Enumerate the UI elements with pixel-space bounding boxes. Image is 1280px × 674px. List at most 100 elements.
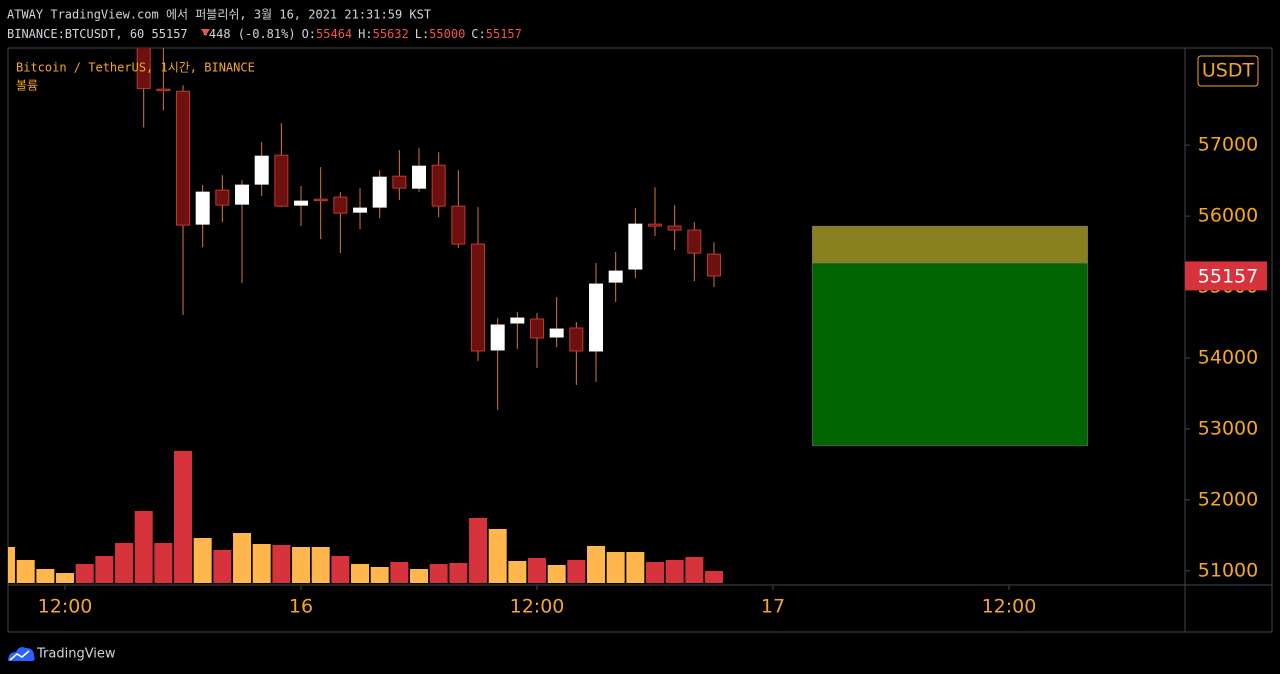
candle-body	[510, 317, 525, 324]
logo	[8, 647, 35, 661]
candle-body	[589, 283, 604, 352]
candle-body	[294, 200, 309, 206]
volume-bar	[331, 556, 350, 583]
last-price-box	[1185, 261, 1267, 291]
brand: TradingView	[36, 647, 116, 662]
candle-body	[215, 189, 230, 206]
y-tick-label: 51000	[1198, 559, 1258, 581]
legend: Bitcoin / TetherUS, 1시간, BINANCE	[16, 61, 255, 75]
candle-body	[412, 165, 427, 189]
last-price-label: 55157	[1198, 265, 1258, 287]
y-tick-label: 52000	[1198, 488, 1258, 510]
y-tick-label: 54000	[1198, 346, 1258, 368]
volume-bar	[587, 546, 606, 583]
volume-bar	[8, 547, 16, 583]
border	[7, 47, 1273, 633]
change: -448 (-0.81%)	[202, 27, 296, 41]
last-price: 55157	[152, 27, 188, 41]
y-tick-label: 57000	[1198, 134, 1258, 156]
volume-bar	[115, 543, 134, 583]
candle-body	[235, 184, 250, 205]
ohlc-label: H:	[358, 27, 372, 41]
ohlc-label: L:	[415, 27, 429, 41]
y-tick-label: 56000	[1198, 205, 1258, 227]
candle-body	[451, 205, 466, 245]
candle-body	[195, 191, 210, 225]
volume-bar	[174, 451, 193, 583]
candle-body	[136, 48, 151, 89]
target-zone	[812, 225, 1088, 264]
candle-body	[392, 175, 407, 189]
candle-body	[628, 223, 643, 270]
volume-bar	[685, 557, 704, 583]
candle-body	[707, 253, 722, 277]
volume-bar	[705, 571, 724, 583]
candle-body	[549, 328, 564, 338]
ohlc-value: 55632	[373, 27, 409, 41]
ohlc-label: O:	[302, 27, 316, 41]
symbol: BINANCE:BTCUSDT, 60	[7, 27, 144, 41]
volume-bar	[134, 511, 153, 583]
volume-bar	[154, 543, 173, 583]
candle-body	[608, 270, 623, 283]
volume-bar	[449, 563, 468, 583]
candle-body	[530, 318, 545, 339]
currency-box	[1197, 55, 1259, 87]
published-line: ATWAY TradingView.com 에서 퍼블리쉬, 3월 16, 20…	[7, 8, 431, 22]
volume-bar	[410, 569, 429, 583]
volume-bar	[488, 529, 507, 583]
candle-body	[353, 207, 368, 213]
volume-bar	[213, 550, 232, 583]
candle-body	[274, 154, 289, 207]
candle-body	[490, 324, 505, 351]
volume-bar	[508, 561, 527, 583]
ohlc-value: 55157	[486, 27, 522, 41]
volume-bar	[272, 545, 291, 583]
candle-body	[471, 243, 486, 352]
volume-bar	[626, 552, 645, 583]
volume-bar	[567, 560, 586, 583]
volume-bar	[370, 567, 389, 583]
candle-body	[333, 196, 348, 214]
x-tick-label: 12:00	[982, 596, 1037, 618]
candle-body	[648, 223, 663, 227]
volume-bar	[16, 560, 35, 583]
volume-bar	[528, 558, 547, 583]
volume-bar	[233, 533, 252, 583]
volume-bar	[390, 562, 409, 583]
candle-body	[313, 198, 328, 202]
volume-bar	[351, 564, 370, 583]
candle-body	[431, 164, 446, 207]
candle-body	[687, 229, 702, 254]
volume-legend: 볼륨	[16, 79, 38, 93]
volume-bar	[311, 547, 330, 583]
y-tick-label: 53000	[1198, 417, 1258, 439]
ohlc-group: O:55464 H:55632 L:55000 C:55157	[302, 27, 522, 41]
x-tick-label: 16	[289, 596, 313, 618]
x-tick-label: 12:00	[38, 596, 93, 618]
plot	[8, 48, 1088, 583]
candle-body	[176, 90, 191, 226]
candle-body	[667, 225, 682, 231]
volume-bar	[75, 564, 94, 583]
currency: USDT	[1202, 60, 1255, 82]
ohlc-value: 55464	[316, 27, 352, 41]
volume-bar	[646, 562, 665, 583]
volume-bar	[292, 547, 311, 583]
candle-body	[569, 327, 584, 352]
volume-bar	[193, 538, 212, 583]
symbol-line: BINANCE:BTCUSDT, 60 55157 -448 (-0.81%) O:…	[7, 27, 522, 41]
candle-body	[254, 155, 269, 185]
volume-bar	[252, 544, 271, 583]
stop-zone	[812, 262, 1088, 447]
ohlc-label: C:	[471, 27, 485, 41]
volume-bar	[36, 569, 55, 583]
volume-bar	[469, 518, 488, 583]
volume-bar	[429, 564, 448, 583]
x-tick-label: 17	[761, 596, 785, 618]
candle-body	[372, 176, 387, 208]
down-arrow	[201, 29, 210, 36]
ohlc-value: 55000	[429, 27, 465, 41]
volume-bar	[606, 552, 625, 583]
